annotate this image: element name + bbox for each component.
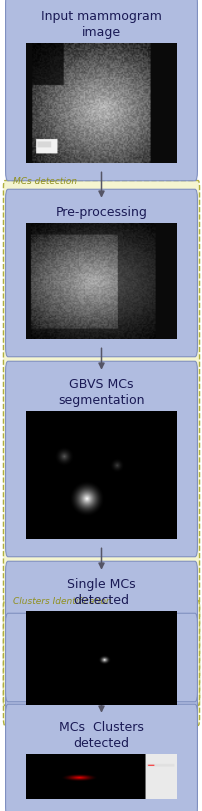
- FancyBboxPatch shape: [5, 705, 197, 811]
- Text: Single MCs
detected: Single MCs detected: [67, 577, 135, 607]
- Text: Hierarchical
clustering: Hierarchical clustering: [64, 643, 138, 672]
- FancyBboxPatch shape: [5, 362, 197, 557]
- Text: Input mammogram
image: Input mammogram image: [41, 11, 161, 40]
- Text: MCs detection: MCs detection: [13, 177, 77, 187]
- FancyBboxPatch shape: [5, 0, 197, 182]
- Text: GBVS MCs
segmentation: GBVS MCs segmentation: [58, 378, 144, 407]
- Text: Pre-processing: Pre-processing: [55, 206, 147, 219]
- FancyBboxPatch shape: [3, 601, 199, 706]
- FancyBboxPatch shape: [3, 182, 199, 726]
- FancyBboxPatch shape: [5, 190, 197, 358]
- Text: Clusters Identification: Clusters Identification: [13, 597, 111, 606]
- Text: MCs  Clusters
detected: MCs Clusters detected: [59, 721, 143, 749]
- FancyBboxPatch shape: [5, 613, 197, 702]
- FancyBboxPatch shape: [5, 561, 197, 723]
